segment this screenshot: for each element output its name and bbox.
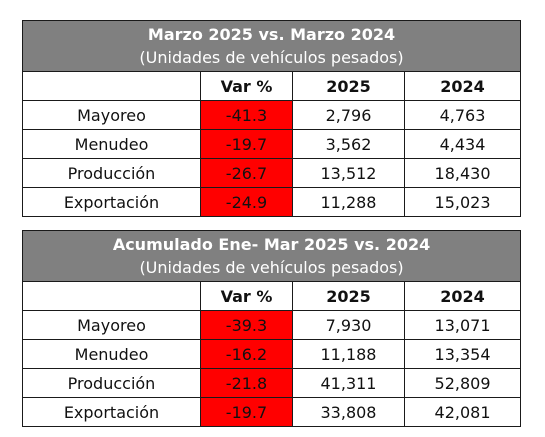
var-percent-cell: -39.3 — [200, 310, 293, 340]
table-row: Producción -21.8 41,311 52,809 — [22, 368, 522, 398]
table-title: Acumulado Ene- Mar 2025 vs. 2024 — [21, 230, 522, 257]
var-percent-cell: -19.7 — [200, 397, 293, 427]
column-header-blank — [22, 71, 201, 101]
row-label: Menudeo — [22, 129, 201, 159]
value-2025-cell: 41,311 — [292, 368, 405, 398]
value-2025-cell: 11,188 — [292, 339, 405, 369]
value-2025-cell: 2,796 — [292, 100, 405, 130]
var-percent-cell: -24.9 — [200, 187, 293, 217]
table-row: Producción -26.7 13,512 18,430 — [22, 158, 522, 188]
value-2025-cell: 33,808 — [292, 397, 405, 427]
value-2024-cell: 42,081 — [403, 397, 522, 427]
monthly-comparison-table: Marzo 2025 vs. Marzo 2024 (Unidades de v… — [21, 20, 522, 217]
row-label: Exportación — [22, 397, 201, 427]
var-percent-cell: -21.8 — [200, 368, 293, 398]
row-label: Exportación — [22, 187, 201, 217]
table-title-row: Marzo 2025 vs. Marzo 2024 — [21, 20, 522, 47]
column-header-var: Var % — [200, 71, 293, 101]
var-percent-cell: -41.3 — [200, 100, 293, 130]
var-percent-cell: -19.7 — [200, 129, 293, 159]
value-2024-cell: 4,434 — [403, 129, 522, 159]
table-subtitle: (Unidades de vehículos pesados) — [21, 257, 522, 282]
var-percent-cell: -16.2 — [200, 339, 293, 369]
column-header-var: Var % — [200, 281, 293, 311]
value-2025-cell: 13,512 — [292, 158, 405, 188]
table-subtitle: (Unidades de vehículos pesados) — [21, 47, 522, 72]
column-header-blank — [22, 281, 201, 311]
table-row: Menudeo -19.7 3,562 4,434 — [22, 129, 522, 159]
value-2024-cell: 4,763 — [403, 100, 522, 130]
value-2024-cell: 13,354 — [403, 339, 522, 369]
table-row: Exportación -19.7 33,808 42,081 — [22, 397, 522, 427]
column-header-row: Var % 2025 2024 — [22, 281, 522, 311]
value-2025-cell: 3,562 — [292, 129, 405, 159]
table-subtitle-row: (Unidades de vehículos pesados) — [21, 257, 522, 282]
value-2025-cell: 7,930 — [292, 310, 405, 340]
row-label: Menudeo — [22, 339, 201, 369]
table-subtitle-row: (Unidades de vehículos pesados) — [21, 47, 522, 72]
column-header-2024: 2024 — [403, 281, 522, 311]
var-percent-cell: -26.7 — [200, 158, 293, 188]
row-label: Mayoreo — [22, 100, 201, 130]
row-label: Producción — [22, 368, 201, 398]
column-header-2025: 2025 — [292, 71, 405, 101]
column-header-2025: 2025 — [292, 281, 405, 311]
table-row: Exportación -24.9 11,288 15,023 — [22, 187, 522, 217]
column-header-2024: 2024 — [403, 71, 522, 101]
table-row: Menudeo -16.2 11,188 13,354 — [22, 339, 522, 369]
value-2024-cell: 52,809 — [403, 368, 522, 398]
column-header-row: Var % 2025 2024 — [22, 71, 522, 101]
value-2024-cell: 18,430 — [403, 158, 522, 188]
row-label: Mayoreo — [22, 310, 201, 340]
table-row: Mayoreo -39.3 7,930 13,071 — [22, 310, 522, 340]
row-label: Producción — [22, 158, 201, 188]
cumulative-comparison-table: Acumulado Ene- Mar 2025 vs. 2024 (Unidad… — [21, 230, 522, 427]
value-2024-cell: 15,023 — [403, 187, 522, 217]
table-row: Mayoreo -41.3 2,796 4,763 — [22, 100, 522, 130]
value-2025-cell: 11,288 — [292, 187, 405, 217]
table-title-row: Acumulado Ene- Mar 2025 vs. 2024 — [21, 230, 522, 257]
table-title: Marzo 2025 vs. Marzo 2024 — [21, 20, 522, 47]
value-2024-cell: 13,071 — [403, 310, 522, 340]
